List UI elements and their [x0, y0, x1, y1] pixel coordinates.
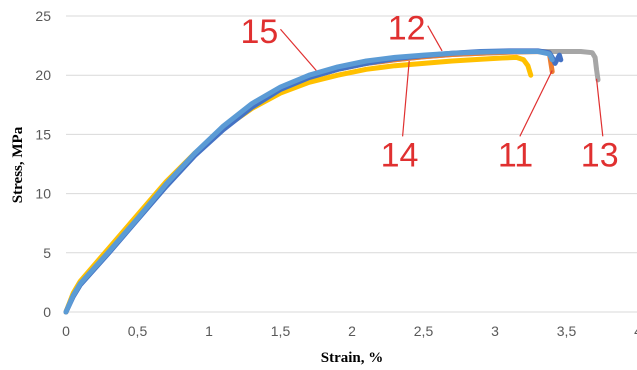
y-axis-title: Stress, MPa [10, 126, 26, 203]
annotation-arrow [280, 28, 317, 71]
series-line [63, 54, 534, 315]
data-point [521, 57, 526, 62]
data-point [192, 151, 197, 156]
data-point [221, 124, 226, 129]
x-tick-label: 4 [634, 323, 637, 339]
data-point [135, 216, 140, 221]
x-tick-label: 1 [205, 323, 213, 339]
annotation-arrow [519, 70, 553, 137]
y-tick-label: 20 [35, 67, 51, 83]
annotation-arrow [402, 60, 410, 137]
series-3 [63, 48, 564, 315]
data-point [71, 293, 76, 298]
data-point [450, 58, 455, 63]
data-point [164, 182, 169, 187]
annotation-label: 15 [240, 13, 278, 51]
data-point [558, 57, 563, 62]
data-point [593, 55, 598, 60]
data-point [64, 310, 68, 314]
annotation-label: 12 [388, 10, 426, 48]
data-point [249, 101, 254, 106]
data-point [450, 51, 455, 56]
data-point [392, 55, 397, 60]
data-point [335, 73, 340, 78]
annotation: 14 [381, 60, 419, 174]
annotation-label: 14 [381, 136, 419, 174]
data-point [278, 85, 283, 90]
series-line [63, 49, 555, 315]
annotation-arrow [427, 25, 443, 52]
x-axis-title: Strain, % [321, 350, 384, 366]
series-2 [63, 54, 534, 315]
y-tick-label: 10 [35, 186, 51, 202]
data-point [364, 58, 369, 63]
annotation: 12 [388, 10, 443, 52]
data-point [392, 63, 397, 68]
y-tick-labels: 0 5 10 15 20 25 [35, 8, 51, 320]
data-point [106, 249, 111, 254]
series-line [63, 49, 555, 315]
data-point [535, 49, 540, 54]
annotation-label: 11 [498, 136, 533, 174]
data-point [421, 53, 426, 58]
series-line [63, 49, 601, 315]
y-tick-label: 25 [35, 8, 51, 24]
data-point [547, 51, 552, 56]
data-point [507, 49, 512, 54]
data-point [478, 50, 483, 55]
series-1 [63, 49, 555, 315]
data-point [478, 57, 483, 62]
annotation-arrow [595, 78, 604, 137]
series-4 [63, 49, 555, 315]
data-point [553, 61, 558, 66]
x-tick-label: 2 [348, 323, 356, 339]
data-point [307, 73, 312, 78]
x-tick-label: 2,5 [414, 323, 434, 339]
data-point [550, 57, 555, 62]
y-tick-label: 0 [43, 304, 51, 320]
data-point [525, 63, 530, 68]
series-group [63, 48, 601, 315]
data-point [528, 73, 533, 78]
x-tick-label: 3,5 [557, 323, 577, 339]
data-point [364, 67, 369, 72]
annotation-label: 13 [581, 136, 619, 174]
data-point [578, 49, 583, 54]
annotation: 15 [240, 13, 317, 71]
annotation: 11 [498, 70, 553, 174]
series-0 [63, 49, 601, 315]
data-point [335, 64, 340, 69]
x-tick-label: 0,5 [128, 323, 148, 339]
data-point [557, 53, 562, 58]
x-tick-label: 0 [62, 323, 70, 339]
data-point [78, 281, 83, 286]
x-tick-label: 1,5 [271, 323, 291, 339]
data-point [514, 55, 519, 60]
data-point [564, 49, 569, 54]
y-tick-label: 15 [35, 126, 51, 142]
annotations: 15 12 14 11 13 [240, 10, 618, 175]
data-point [307, 80, 312, 85]
data-point [421, 61, 426, 66]
x-tick-label: 3 [491, 323, 499, 339]
data-point [500, 56, 505, 61]
annotation: 13 [581, 78, 619, 174]
y-tick-label: 5 [43, 245, 51, 261]
data-point [590, 50, 595, 55]
series-line [63, 48, 564, 315]
data-point [594, 67, 599, 72]
x-tick-labels: 0 0,5 1 1,5 2 2,5 3 3,5 4 [62, 323, 637, 339]
